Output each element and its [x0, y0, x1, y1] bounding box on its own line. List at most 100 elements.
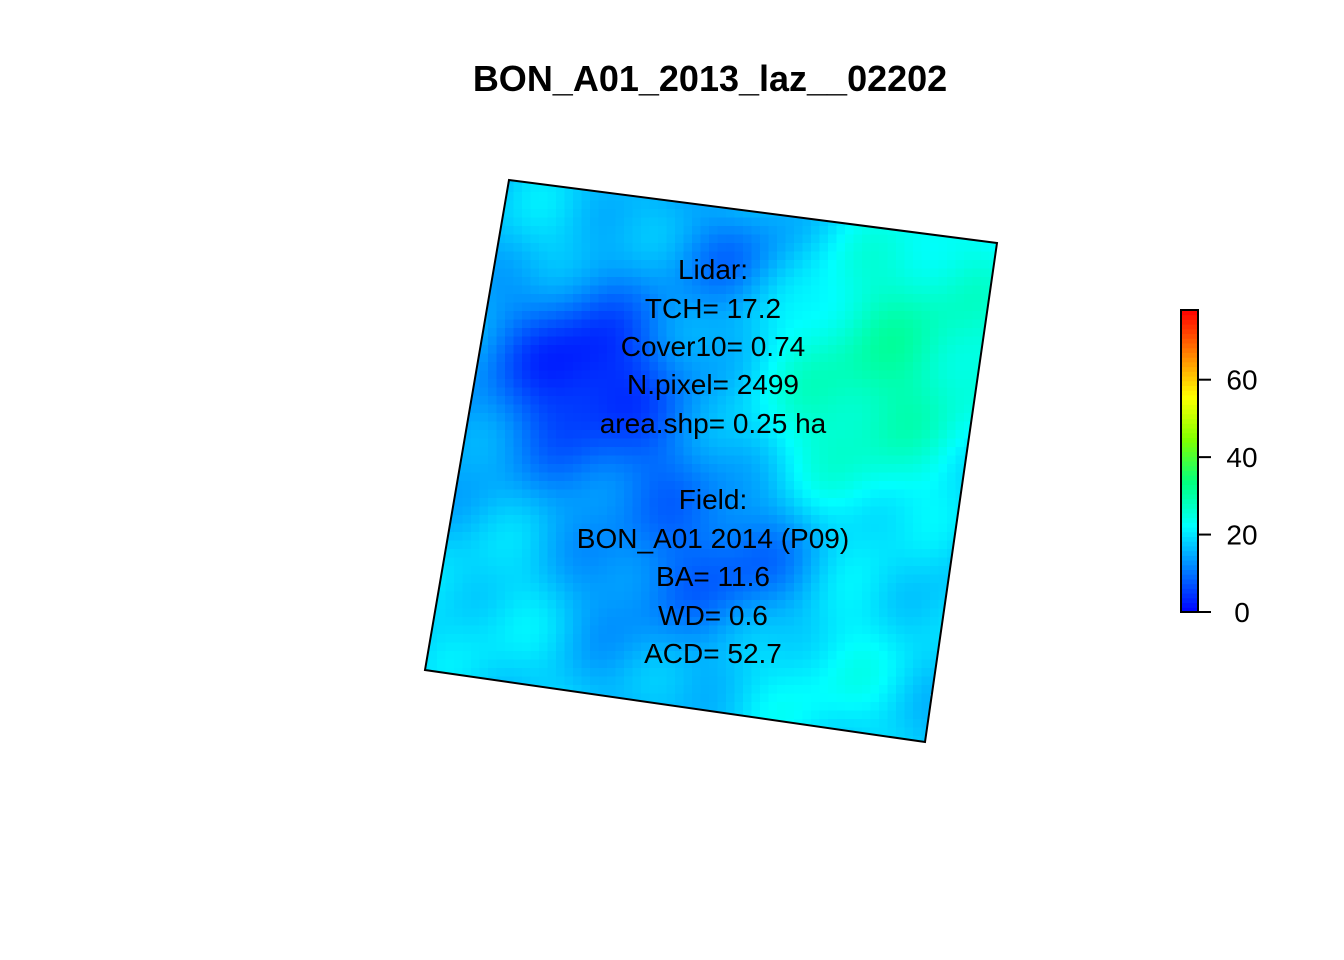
- raster-cell: [607, 328, 617, 338]
- raster-cell: [454, 404, 464, 414]
- raster-cell: [845, 421, 855, 431]
- raster-cell: [768, 532, 778, 542]
- raster-cell: [743, 200, 753, 210]
- raster-cell: [488, 294, 498, 304]
- raster-cell: [462, 345, 472, 355]
- raster-cell: [964, 226, 974, 236]
- raster-cell: [658, 430, 668, 440]
- raster-cell: [445, 447, 455, 457]
- raster-cell: [811, 345, 821, 355]
- raster-cell: [896, 251, 906, 261]
- raster-cell: [590, 515, 600, 525]
- raster-cell: [471, 413, 481, 423]
- raster-cell: [658, 447, 668, 457]
- raster-cell: [615, 413, 625, 423]
- raster-cell: [777, 566, 787, 576]
- raster-cell: [607, 302, 617, 312]
- raster-cell: [539, 200, 549, 210]
- raster-cell: [819, 600, 829, 610]
- raster-cell: [471, 498, 481, 508]
- raster-cell: [590, 540, 600, 550]
- legend-swatch: [1181, 347, 1198, 353]
- raster-cell: [853, 523, 863, 533]
- raster-cell: [632, 217, 642, 227]
- raster-cell: [717, 209, 727, 219]
- raster-cell: [879, 481, 889, 491]
- raster-cell: [445, 659, 455, 669]
- raster-cell: [709, 481, 719, 491]
- raster-cell: [471, 328, 481, 338]
- raster-cell: [641, 472, 651, 482]
- raster-cell: [785, 676, 795, 686]
- raster-cell: [564, 234, 574, 244]
- raster-cell: [581, 226, 591, 236]
- raster-cell: [505, 591, 515, 601]
- raster-cell: [802, 209, 812, 219]
- raster-cell: [760, 277, 770, 287]
- raster-cell: [624, 430, 634, 440]
- raster-cell: [709, 447, 719, 457]
- raster-cell: [887, 481, 897, 491]
- raster-cell: [683, 319, 693, 329]
- raster-cell: [479, 251, 489, 261]
- raster-cell: [862, 625, 872, 635]
- raster-cell: [471, 387, 481, 397]
- raster-cell: [692, 566, 702, 576]
- raster-cell: [624, 540, 634, 550]
- raster-cell: [471, 600, 481, 610]
- raster-cell: [556, 243, 566, 253]
- raster-cell: [887, 302, 897, 312]
- raster-cell: [581, 345, 591, 355]
- raster-cell: [794, 668, 804, 678]
- raster-cell: [683, 328, 693, 338]
- raster-cell: [777, 702, 787, 712]
- raster-cell: [751, 523, 761, 533]
- raster-cell: [479, 583, 489, 593]
- raster-cell: [862, 455, 872, 465]
- raster-cell: [624, 455, 634, 465]
- raster-cell: [913, 302, 923, 312]
- raster-cell: [879, 362, 889, 372]
- raster-cell: [734, 702, 744, 712]
- raster-cell: [743, 574, 753, 584]
- legend-swatch: [1181, 607, 1198, 613]
- raster-cell: [870, 243, 880, 253]
- raster-cell: [785, 557, 795, 567]
- raster-cell: [658, 634, 668, 644]
- raster-cell: [743, 617, 753, 627]
- raster-cell: [581, 625, 591, 635]
- raster-cell: [836, 268, 846, 278]
- raster-cell: [683, 532, 693, 542]
- raster-cell: [658, 362, 668, 372]
- raster-cell: [513, 430, 523, 440]
- raster-cell: [632, 430, 642, 440]
- raster-cell: [581, 532, 591, 542]
- raster-cell: [471, 302, 481, 312]
- raster-cell: [615, 617, 625, 627]
- raster-cell: [607, 268, 617, 278]
- raster-cell: [522, 353, 532, 363]
- raster-cell: [598, 532, 608, 542]
- raster-cell: [904, 608, 914, 618]
- raster-cell: [692, 438, 702, 448]
- raster-cell: [666, 464, 676, 474]
- raster-cell: [751, 566, 761, 576]
- raster-cell: [845, 693, 855, 703]
- raster-cell: [462, 362, 472, 372]
- raster-cell: [836, 328, 846, 338]
- legend-swatch: [1181, 343, 1198, 349]
- raster-cell: [573, 668, 583, 678]
- raster-cell: [734, 676, 744, 686]
- raster-cell: [556, 183, 566, 193]
- raster-cell: [539, 693, 549, 703]
- raster-cell: [700, 311, 710, 321]
- raster-cell: [666, 294, 676, 304]
- raster-cell: [675, 685, 685, 695]
- raster-cell: [530, 557, 540, 567]
- raster-cell: [581, 285, 591, 295]
- raster-cell: [666, 481, 676, 491]
- raster-cell: [675, 455, 685, 465]
- raster-cell: [828, 583, 838, 593]
- raster-cell: [649, 685, 659, 695]
- raster-cell: [726, 294, 736, 304]
